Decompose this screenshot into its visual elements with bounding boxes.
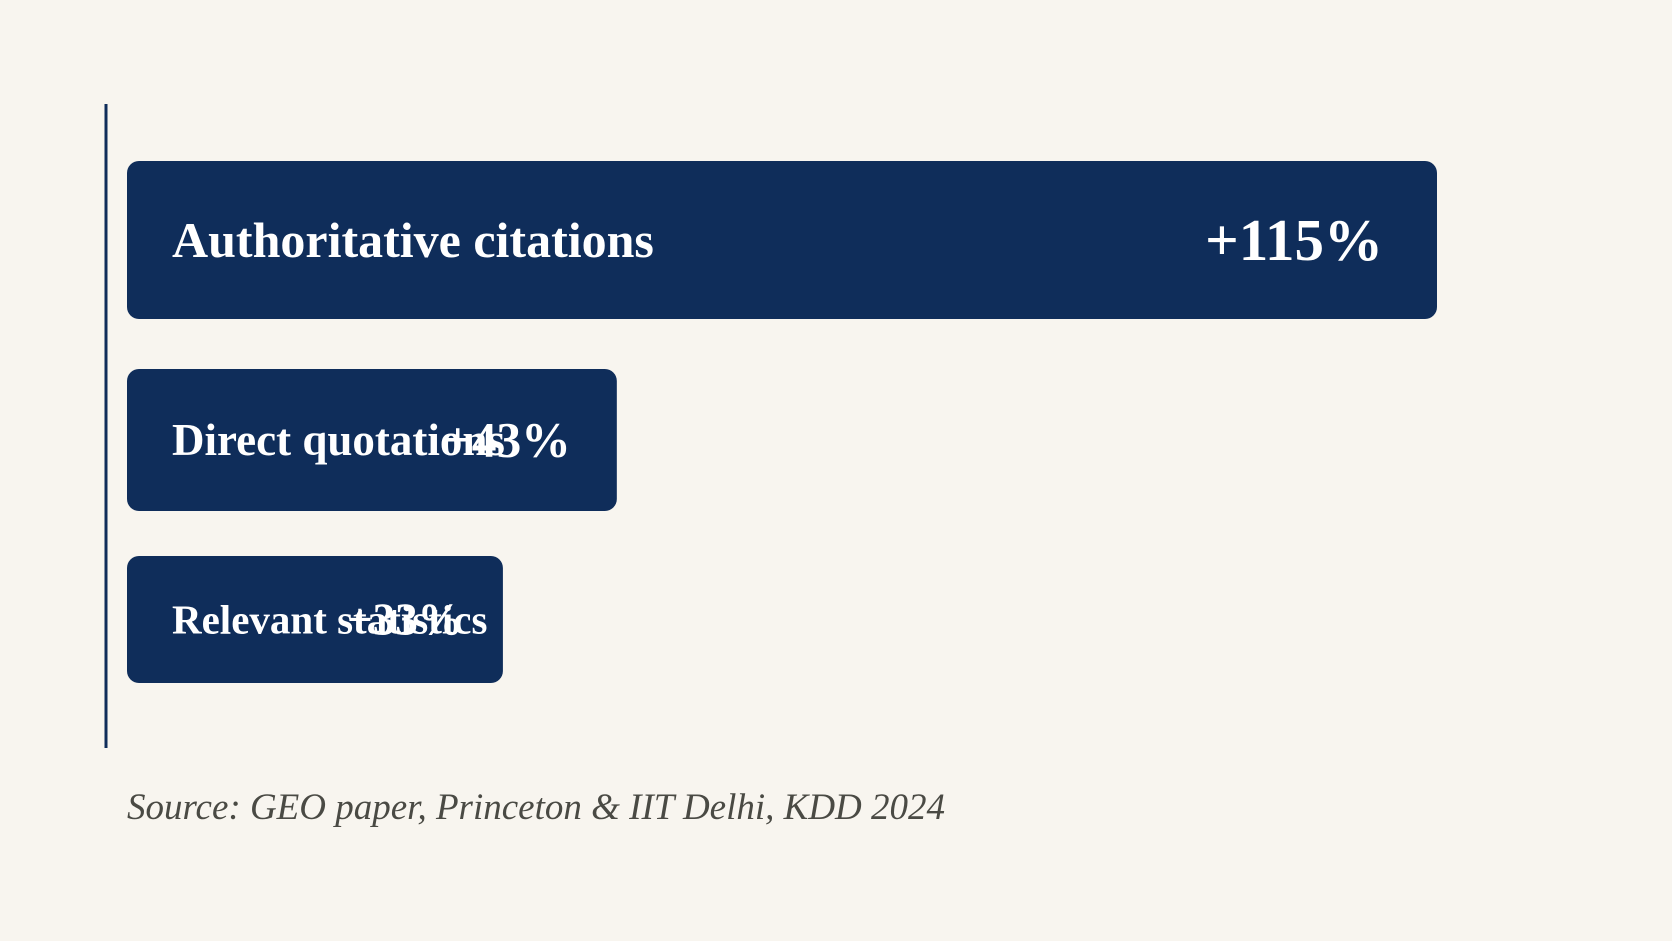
category-label: Relevant statistics bbox=[172, 597, 487, 643]
category-label: Direct quotations bbox=[172, 415, 505, 465]
source-note: Source: GEO paper, Princeton & IIT Delhi… bbox=[127, 787, 946, 828]
value-label: +43% bbox=[444, 413, 571, 468]
bar-group: Authoritative citations +115% Direct quota… bbox=[127, 161, 1437, 683]
bar bbox=[127, 369, 617, 511]
bar bbox=[127, 161, 1437, 319]
bar bbox=[127, 556, 503, 683]
value-label: +115% bbox=[1205, 207, 1383, 273]
value-label: +33% bbox=[347, 595, 463, 645]
category-label: Authoritative citations bbox=[172, 212, 654, 268]
